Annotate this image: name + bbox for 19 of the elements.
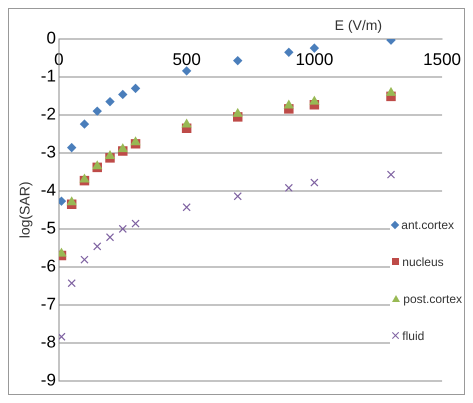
- x-tick-label: 500: [172, 50, 201, 69]
- y-tick-label: -1: [40, 66, 56, 86]
- y-tick-label: -3: [40, 142, 56, 162]
- x-tick-label: 1500: [423, 50, 462, 69]
- y-axis-title: log(SAR): [16, 182, 32, 238]
- legend-label: fluid: [402, 328, 424, 342]
- x-tick-label: 1000: [295, 50, 334, 69]
- x-axis-title: E (V/m): [334, 16, 382, 33]
- y-tick-label: -2: [40, 104, 56, 124]
- legend-label: ant.cortex: [401, 218, 454, 232]
- y-tick-label: -8: [40, 332, 56, 352]
- y-tick-label: 0: [46, 28, 56, 48]
- y-tick-label: -6: [40, 256, 56, 276]
- y-tick-label: -5: [40, 218, 56, 238]
- y-tick-label: -4: [40, 180, 56, 200]
- y-tick-label: -9: [40, 370, 56, 390]
- legend-label: post.cortex: [403, 292, 462, 306]
- y-tick-label: -7: [40, 294, 56, 314]
- legend-label: nucleus: [402, 254, 444, 268]
